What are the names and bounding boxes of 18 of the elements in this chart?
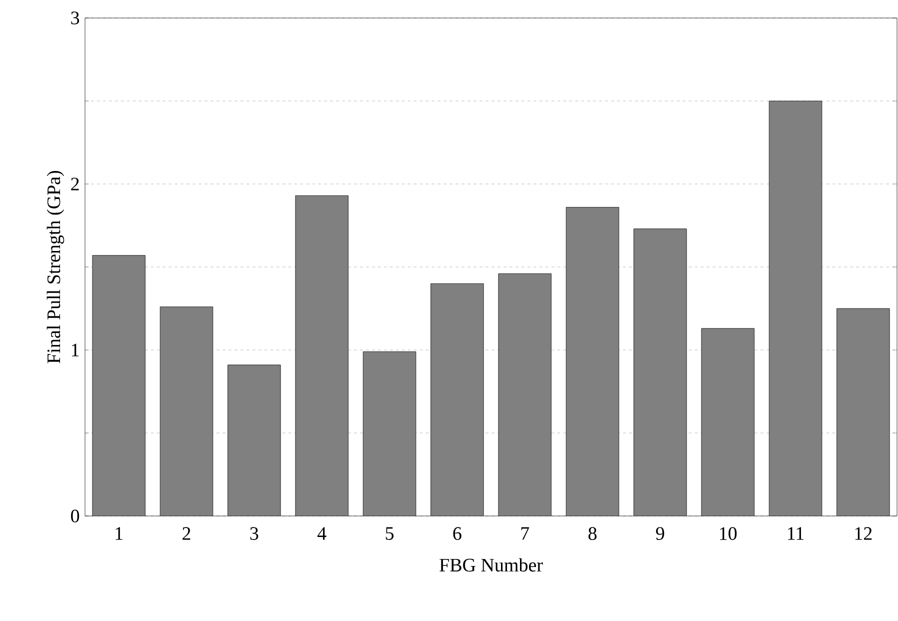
x-tick-label: 8 <box>588 527 597 540</box>
x-axis-title: FBG Number <box>440 558 543 572</box>
x-tick-label: 11 <box>788 527 804 540</box>
y-tick-label: 3 <box>71 12 80 24</box>
x-tick-label: 5 <box>386 527 394 540</box>
x-tick-label: 3 <box>250 527 258 540</box>
x-tick-label: 2 <box>182 527 190 540</box>
x-tick-label: 6 <box>453 527 462 540</box>
x-tick-label: 4 <box>317 527 326 540</box>
x-tick-label: 12 <box>855 527 872 540</box>
x-tick-label: 9 <box>656 527 664 540</box>
x-tick-label: 1 <box>116 527 122 540</box>
y-tick-label: 2 <box>71 178 79 190</box>
x-tick-label: 10 <box>720 527 737 540</box>
y-axis-title: Final Pull Strength (GPa) <box>46 170 64 364</box>
x-tick-label: 7 <box>521 527 530 540</box>
y-tick-label: 0 <box>71 510 80 522</box>
y-tick-label: 1 <box>72 344 79 356</box>
